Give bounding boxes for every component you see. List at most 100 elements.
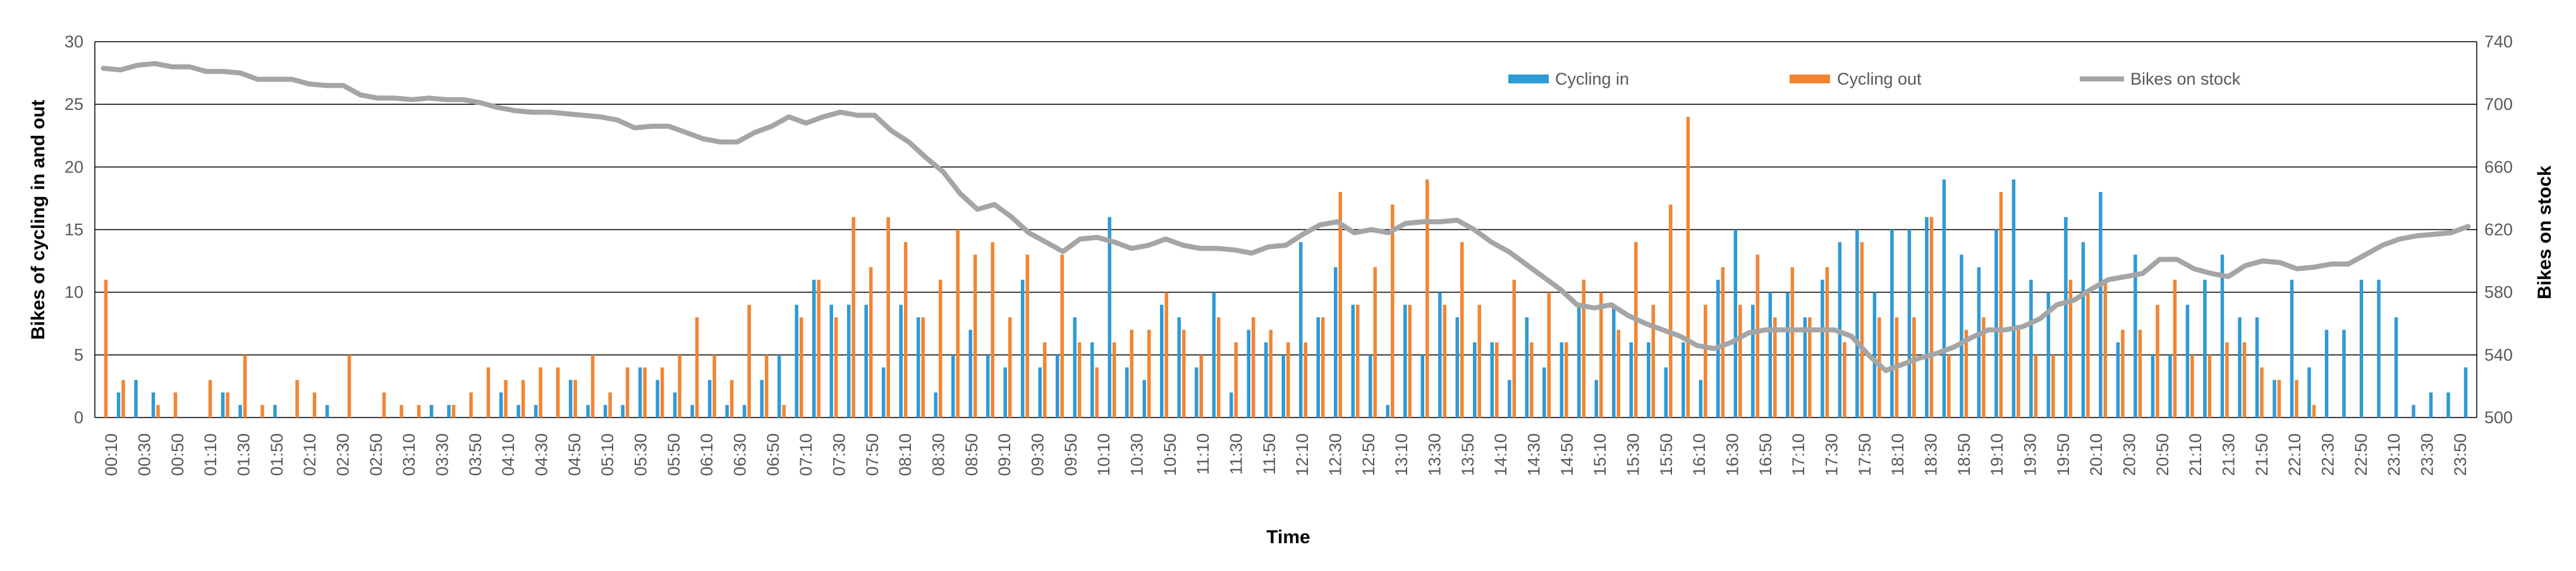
bar-cycling-in-72 [1351,304,1355,418]
bar-cycling-out-91 [1686,117,1690,418]
bar-cycling-out-73 [1373,267,1377,418]
bar-cycling-out-0 [104,279,108,418]
x-tick-10: 03:30 [433,433,452,476]
bar-cycling-out-110 [2017,330,2020,418]
y-tick-2: 10 [64,283,83,302]
bar-cycling-out-78 [1460,242,1464,418]
x-tick-44: 14:50 [1558,433,1577,476]
bar-cycling-in-132 [2394,317,2398,418]
bar-cycling-out-96 [1773,317,1777,418]
bar-cycling-in-109 [1994,229,1998,418]
bar-cycling-in-116 [2116,342,2120,418]
bar-cycling-in-94 [1733,229,1738,418]
bar-cycling-out-120 [2190,354,2194,418]
x-tick-20: 06:50 [764,433,783,476]
bar-cycling-out-95 [1755,255,1760,418]
bar-cycling-out-65 [1234,342,1238,418]
bar-cycling-in-61 [1159,304,1164,418]
x-tick-28: 09:30 [1029,433,1047,476]
x-tick-18: 06:10 [697,433,716,476]
bar-cycling-out-8 [243,354,247,418]
bar-cycling-out-104 [1912,317,1916,418]
bar-cycling-out-21 [469,392,473,418]
bar-cycling-out-116 [2121,330,2125,418]
bar-cycling-in-55 [1055,354,1059,418]
bar-cycling-out-41 [817,279,821,418]
bar-cycling-in-79 [1473,342,1477,418]
x-tick-21: 07:10 [797,433,815,476]
bar-cycling-in-110 [2011,179,2016,418]
x-axis-ticks: 00:10 00:30 00:50 01:10 01:30 01:50 02:10 02:30… [102,433,2470,476]
bar-cycling-in-126 [2290,279,2294,418]
bar-cycling-out-90 [1669,204,1673,418]
x-tick-71: 23:50 [2451,433,2470,476]
bar-cycling-out-33 [678,354,681,418]
bar-cycling-out-54 [1042,342,1047,418]
bar-cycling-out-124 [2260,367,2264,418]
bar-cycling-out-89 [1651,304,1656,418]
bar-cycling-out-24 [521,380,525,418]
x-tick-15: 05:10 [598,433,617,476]
x-tick-67: 22:30 [2319,433,2338,476]
bar-cycling-in-133 [2412,405,2415,418]
x-tick-37: 12:30 [1326,433,1345,476]
x-tick-65: 21:50 [2252,433,2271,476]
bar-cycling-in-68 [1281,354,1285,418]
legend-label-bikes-on-stock: Bikes on stock [2130,69,2241,88]
bikes-on-stock-series [101,61,2471,373]
bar-cycling-out-127 [2312,405,2316,418]
bar-cycling-in-19 [429,405,434,418]
y-axis-title: Bikes of cycling in and out [28,100,49,340]
bar-cycling-in-103 [1890,229,1894,418]
bar-cycling-in-81 [1508,380,1511,418]
bar-cycling-out-117 [2138,330,2142,418]
bar-cycling-out-67 [1269,330,1273,418]
bar-cycling-in-46 [899,304,903,418]
bar-cycling-in-118 [2151,354,2155,418]
bar-cycling-in-88 [1629,342,1633,418]
bar-cycling-in-101 [1855,229,1859,418]
bar-cycling-in-113 [2064,217,2068,418]
x-tick-41: 13:50 [1458,433,1477,476]
x-tick-35: 11:50 [1260,433,1279,475]
x-tick-11: 03:50 [466,433,485,476]
bar-cycling-out-46 [903,242,908,418]
bar-cycling-out-93 [1721,267,1725,418]
bar-cycling-in-60 [1142,380,1146,418]
bar-cycling-out-40 [799,317,803,418]
bar-cycling-in-107 [1960,255,1963,418]
bar-cycling-out-81 [1512,279,1517,418]
x-tick-53: 17:50 [1855,433,1874,476]
bar-cycling-in-56 [1073,317,1077,418]
bar-cycling-out-100 [1843,342,1847,418]
bar-cycling-out-34 [695,317,699,418]
bar-cycling-in-76 [1420,354,1425,418]
bar-cycling-in-71 [1334,267,1338,418]
bar-cycling-in-106 [1942,179,1946,418]
bar-cycling-in-64 [1212,292,1216,418]
bar-cycling-in-115 [2099,192,2103,418]
bar-cycling-out-92 [1704,304,1707,418]
x-tick-1: 00:30 [135,433,154,476]
bar-cycling-in-112 [2046,292,2051,418]
x-tick-12: 04:10 [499,433,518,476]
bar-cycling-out-83 [1547,292,1551,418]
bar-cycling-out-37 [747,304,751,418]
bar-cycling-out-74 [1391,204,1395,418]
bar-cycling-in-45 [881,367,886,418]
bar-cycling-out-17 [400,405,403,418]
bar-cycling-in-20 [447,405,451,418]
bar-cycling-in-75 [1403,304,1407,418]
x-tick-58: 19:30 [2021,433,2040,476]
bar-cycling-out-55 [1060,255,1064,418]
y2-tick-4: 660 [2484,157,2513,176]
bar-cycling-out-26 [556,367,560,418]
x-tick-63: 21:10 [2186,433,2205,476]
bar-cycling-in-99 [1821,279,1824,418]
bar-cycling-out-57 [1095,367,1099,418]
x-tick-70: 23:30 [2418,433,2437,476]
legend-swatch-cycling-in [1508,75,1549,83]
bar-cycling-in-10 [273,405,277,418]
bar-cycling-in-37 [742,405,747,418]
bar-cycling-in-3 [151,392,156,418]
